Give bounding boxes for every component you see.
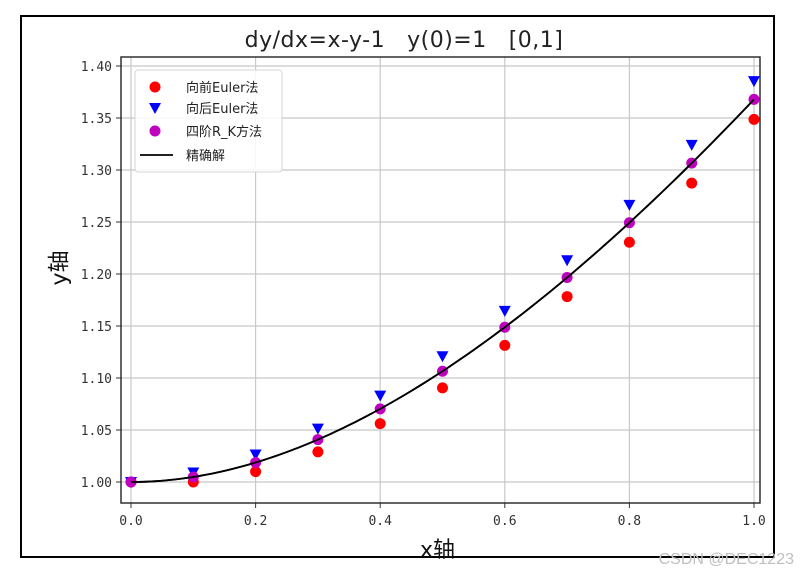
legend-label: 四阶R_K方法 <box>186 124 262 140</box>
y-axis-label: y轴 <box>47 250 73 286</box>
x-tick-label: 0.8 <box>618 514 641 529</box>
forward-euler-point <box>499 339 511 351</box>
forward-euler-point <box>374 418 386 430</box>
x-tick-label: 0.4 <box>368 514 392 529</box>
title-equation: dy/dx=x-y-1 <box>244 28 386 53</box>
forward-euler-point <box>437 382 448 394</box>
forward-euler-point <box>686 177 698 189</box>
backward-euler-point <box>249 449 262 461</box>
backward-euler-point <box>561 255 574 267</box>
backward-euler-point <box>436 351 449 363</box>
y-tick-label: 1.10 <box>81 372 112 387</box>
forward-euler-point <box>623 236 635 248</box>
legend-box <box>134 69 283 173</box>
y-tick-label: 1.15 <box>81 320 112 335</box>
legend-label: 精确解 <box>186 149 225 164</box>
title-interval: [0,1] <box>508 28 564 53</box>
backward-euler-point <box>623 199 636 211</box>
forward-euler-point <box>748 113 760 125</box>
backward-euler-point <box>748 76 760 88</box>
backward-euler-point <box>685 139 698 151</box>
forward-euler-point <box>250 466 262 478</box>
x-tick-label: 0.0 <box>119 514 142 529</box>
watermark: CSDN @DEC1223 <box>658 551 794 568</box>
x-tick-label: 0.6 <box>493 514 516 529</box>
y-tick-label: 1.35 <box>81 112 112 127</box>
x-axis-label: x轴 <box>420 538 456 563</box>
forward-euler-point <box>312 446 324 458</box>
y-tick-label: 1.30 <box>81 164 112 179</box>
y-tick-label: 1.00 <box>81 476 112 491</box>
legend-rk4-marker <box>149 125 161 137</box>
backward-euler-point <box>498 305 511 317</box>
forward-euler-point <box>561 291 573 303</box>
legend-label: 向后Euler法 <box>186 101 258 117</box>
y-tick-label: 1.40 <box>81 60 112 75</box>
axes-border <box>120 56 761 504</box>
x-tick-label: 0.2 <box>244 514 267 529</box>
legend-label: 向前Euler法 <box>186 80 258 96</box>
y-tick-label: 1.25 <box>81 216 112 231</box>
title-initial-condition: y(0)=1 <box>407 28 487 53</box>
exact-solution-line-overlay <box>130 98 755 483</box>
x-tick-label: 1.0 <box>742 514 765 529</box>
backward-euler-point <box>311 423 324 435</box>
backward-euler-point <box>374 390 387 402</box>
chart-title: dy/dx=x-y-1 y(0)=1 [0,1] <box>0 28 808 53</box>
y-tick-label: 1.05 <box>81 424 112 439</box>
y-tick-label: 1.20 <box>81 268 112 283</box>
legend-backward-euler-marker <box>149 103 161 114</box>
legend-forward-euler-marker <box>149 81 161 93</box>
